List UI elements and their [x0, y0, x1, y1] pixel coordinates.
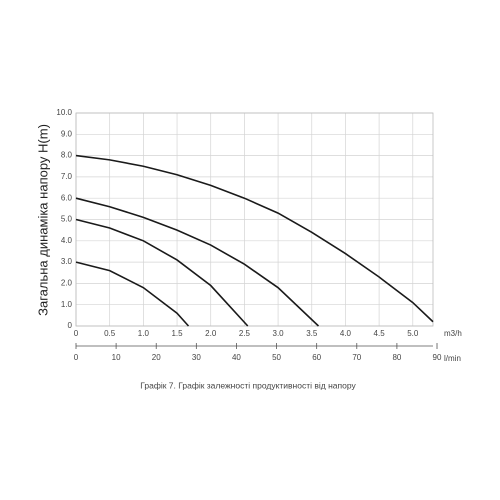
caption: Графік 7. Графік залежності продуктивнос… — [140, 380, 356, 390]
x2-tick-label: 20 — [152, 353, 161, 362]
x-tick-label: 1.0 — [138, 329, 150, 338]
y-tick-label: 5.0 — [61, 215, 73, 224]
x-tick-label: 4.0 — [340, 329, 352, 338]
y-tick-label: 8.0 — [61, 151, 73, 160]
curve — [75, 154, 434, 323]
y-tick-label: 2.0 — [61, 279, 73, 288]
x2-tick-label: 80 — [392, 353, 401, 362]
curve — [75, 218, 249, 327]
x2-tick-label: 90 — [433, 353, 442, 362]
x2-tick-label: 40 — [232, 353, 241, 362]
curve — [75, 197, 320, 327]
x-tick-label: 0 — [74, 329, 79, 338]
x2-unit: l/min — [444, 354, 461, 363]
y-tick-label: 6.0 — [61, 193, 73, 202]
y-tick-label: 3.0 — [61, 257, 73, 266]
x2-tick-label: 10 — [112, 353, 121, 362]
x2-tick-label: 0 — [74, 353, 79, 362]
curve — [75, 261, 190, 327]
y-tick-label: 9.0 — [61, 129, 73, 138]
y-tick-label: 1.0 — [61, 300, 73, 309]
x-tick-label: 3.5 — [306, 329, 318, 338]
x-unit: m3/h — [444, 329, 462, 338]
x-tick-label: 2.5 — [239, 329, 251, 338]
x-tick-label: 2.0 — [205, 329, 217, 338]
y-tick-label: 7.0 — [61, 172, 73, 181]
x-tick-label: 5.0 — [407, 329, 419, 338]
x-tick-label: 0.5 — [104, 329, 116, 338]
y-tick-label: 4.0 — [61, 236, 73, 245]
x-tick-label: 1.5 — [171, 329, 183, 338]
y-tick-label: 0 — [68, 321, 73, 330]
y-tick-label: 10.0 — [56, 108, 72, 117]
x2-tick-label: 70 — [352, 353, 361, 362]
x2-tick-label: 30 — [192, 353, 201, 362]
x2-tick-label: 50 — [272, 353, 281, 362]
x2-tick-label: 60 — [312, 353, 321, 362]
y-axis-label: Загальна динаміка напору H(m) — [35, 124, 50, 316]
x-tick-label: 4.5 — [374, 329, 386, 338]
x-tick-label: 3.0 — [273, 329, 285, 338]
